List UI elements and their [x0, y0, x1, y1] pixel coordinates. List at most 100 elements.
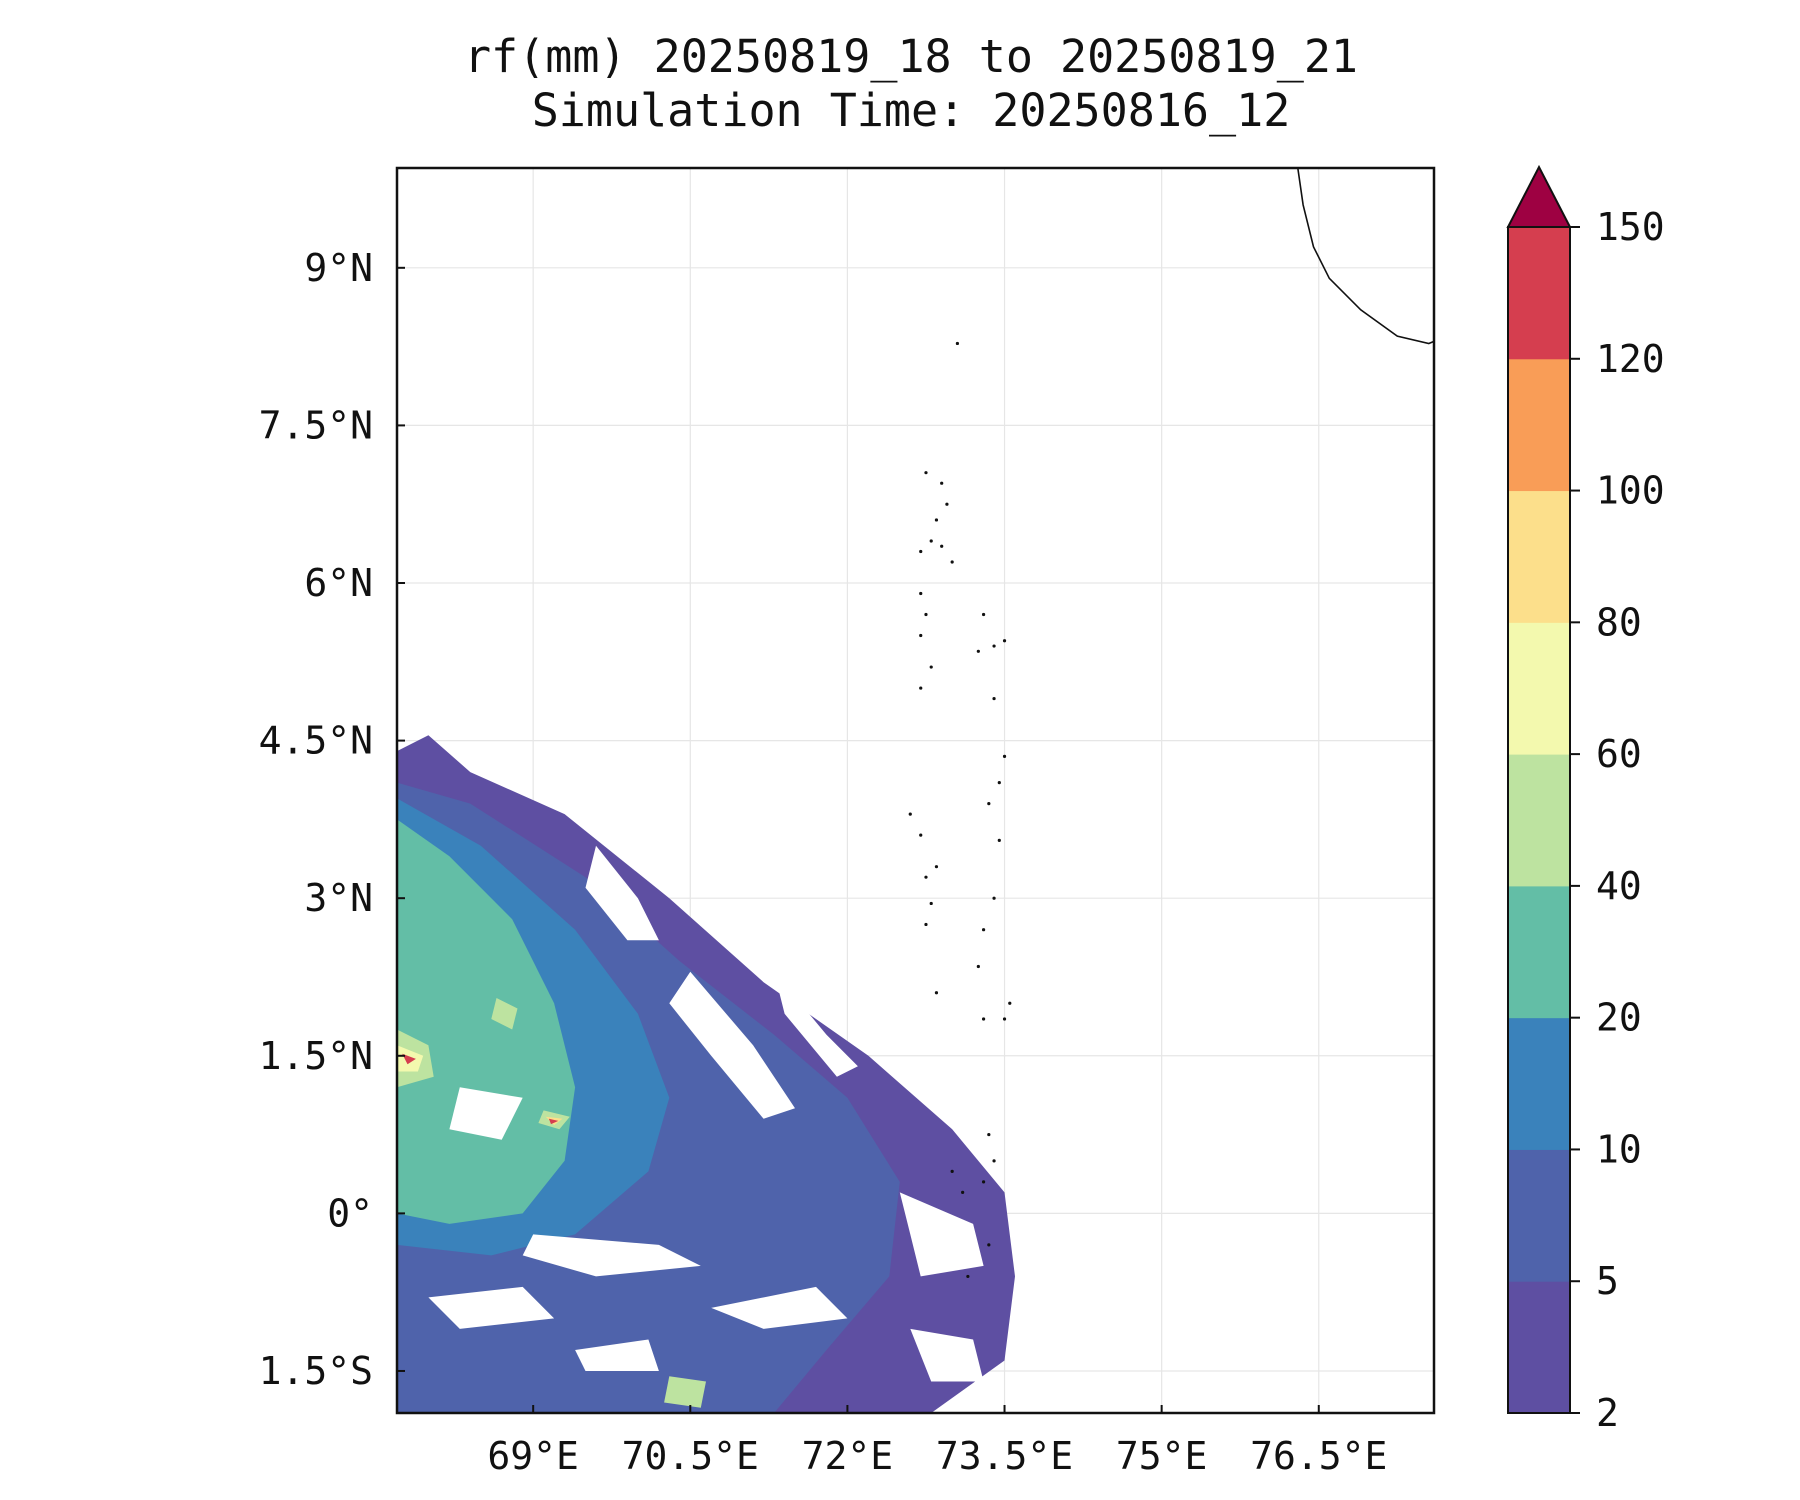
island-dot-5 [929, 539, 933, 543]
island-dot-34 [981, 1017, 986, 1021]
colorbar-tick-label-7: 100 [1596, 469, 1665, 513]
colorbar-tick-label-8: 120 [1596, 337, 1665, 381]
island-dot-1 [924, 471, 928, 475]
map-frame [395, 166, 1436, 1415]
colorbar-segment-100 [1508, 358, 1570, 492]
island-dot-40 [981, 1180, 986, 1184]
island-dot-27 [929, 901, 933, 906]
x-tick-label-3: 73.5°E [936, 1434, 1073, 1478]
rain-region-120mm-10 [402, 1053, 416, 1065]
latitude-axis: 1.5°S 0° 1.5°N 3°N 4.5°N 6°N 7.5°N 9°N [259, 246, 405, 1393]
colorbar-segment-80 [1508, 490, 1570, 623]
chart-title: rf(mm) 20250819_18 to 20250819_21 [464, 30, 1358, 83]
island-dot-28 [992, 896, 996, 900]
colorbar-tick-label-1: 5 [1596, 1259, 1619, 1303]
island-dot-13 [992, 644, 996, 648]
island-dot-0 [955, 341, 959, 346]
y-tick-label-4: 4.5°N [259, 719, 373, 763]
colorbar-segment-2 [1508, 1281, 1570, 1414]
dry-gap-6 [428, 1286, 555, 1329]
island-dot-38 [950, 1169, 954, 1173]
y-tick-label-2: 1.5°N [259, 1034, 373, 1078]
colorbar-segment-40 [1508, 754, 1570, 887]
island-dot-33 [1008, 1001, 1012, 1005]
island-dot-16 [929, 665, 933, 669]
colorbar: 2 5 10 20 40 60 80 100 120 150 [1506, 164, 1665, 1435]
island-dot-30 [924, 922, 928, 927]
colorbar-segment-20 [1508, 885, 1570, 1019]
island-dot-3 [945, 502, 949, 506]
dry-gap-4 [522, 1234, 701, 1277]
island-dot-11 [919, 633, 923, 638]
island-dot-25 [997, 838, 1001, 843]
island-dot-21 [987, 802, 991, 806]
longitude-axis: 69°E 70.5°E 72°E 73.5°E 75°E 76.5°E [487, 1405, 1387, 1478]
rain-region-40mm-7 [664, 1376, 706, 1408]
island-dot-17 [919, 686, 923, 690]
island-dot-20 [997, 781, 1001, 785]
colorbar-segment-10 [1508, 1017, 1570, 1150]
island-dot-26 [924, 875, 928, 879]
dry-gap-8 [899, 1192, 984, 1277]
dry-gap-7 [575, 1339, 659, 1371]
colorbar-tick-label-2: 10 [1596, 1127, 1642, 1171]
island-dot-29 [981, 928, 986, 932]
island-dot-41 [987, 1243, 991, 1247]
y-tick-label-6: 7.5°N [259, 403, 373, 447]
colorbar-tick-label-9: 150 [1596, 205, 1665, 249]
colorbar-segment-60 [1508, 622, 1570, 755]
map-gridlines [397, 168, 1434, 1413]
island-dot-24 [934, 865, 939, 869]
island-dot-18 [992, 696, 996, 701]
india-coastline [1297, 168, 1434, 345]
y-tick-label-7: 9°N [304, 246, 373, 290]
y-tick-label-5: 6°N [304, 561, 373, 605]
island-dot-10 [924, 612, 928, 617]
island-dot-36 [987, 1132, 991, 1137]
map-plot-area [395, 166, 1436, 1415]
colorbar-frame [1507, 226, 1571, 1414]
dry-gap-1 [774, 971, 858, 1077]
colorbar-extend-arrow [1506, 164, 1572, 228]
dry-gap-0 [669, 971, 795, 1119]
x-tick-label-0: 69°E [487, 1434, 579, 1478]
colorbar-segment-120 [1508, 227, 1570, 360]
colorbar-tick-label-4: 40 [1596, 864, 1642, 908]
rain-region-20mm-3 [397, 819, 576, 1224]
island-dot-23 [919, 833, 923, 837]
coastline-features [908, 168, 1434, 1279]
x-tick-label-1: 70.5°E [622, 1434, 759, 1478]
island-dot-4 [934, 518, 939, 522]
rain-region-40mm-4 [491, 998, 518, 1030]
rainfall-contours [397, 735, 1015, 1413]
dry-gap-5 [711, 1286, 848, 1329]
island-dot-22 [908, 812, 912, 816]
island-dot-6 [940, 544, 944, 548]
island-dot-8 [919, 549, 923, 554]
x-tick-label-5: 76.5°E [1250, 1434, 1387, 1478]
colorbar-tick-label-3: 20 [1596, 996, 1642, 1040]
y-tick-label-0: 1.5°S [259, 1349, 373, 1393]
dry-gap-3 [449, 1087, 523, 1140]
island-dot-15 [976, 649, 980, 653]
x-tick-label-4: 75°E [1116, 1434, 1208, 1478]
island-dot-32 [934, 991, 939, 995]
island-dot-42 [966, 1274, 970, 1279]
rain-region-120mm-11 [548, 1118, 559, 1125]
island-dot-2 [940, 481, 944, 485]
colorbar-segment-5 [1508, 1149, 1570, 1282]
colorbar-tick-label-6: 80 [1596, 600, 1642, 644]
island-dot-19 [1002, 754, 1007, 758]
island-dot-7 [950, 560, 954, 564]
chart-subtitle: Simulation Time: 20250816_12 [532, 84, 1291, 137]
island-dot-31 [976, 964, 980, 969]
y-tick-label-3: 3°N [304, 876, 373, 920]
dry-gap-2 [585, 845, 659, 941]
y-tick-label-1: 0° [327, 1191, 373, 1235]
dry-gap-9 [910, 1328, 984, 1382]
x-tick-label-2: 72°E [802, 1434, 894, 1478]
island-dot-37 [992, 1159, 996, 1163]
island-dot-9 [919, 591, 923, 596]
island-dot-35 [1002, 1017, 1007, 1021]
